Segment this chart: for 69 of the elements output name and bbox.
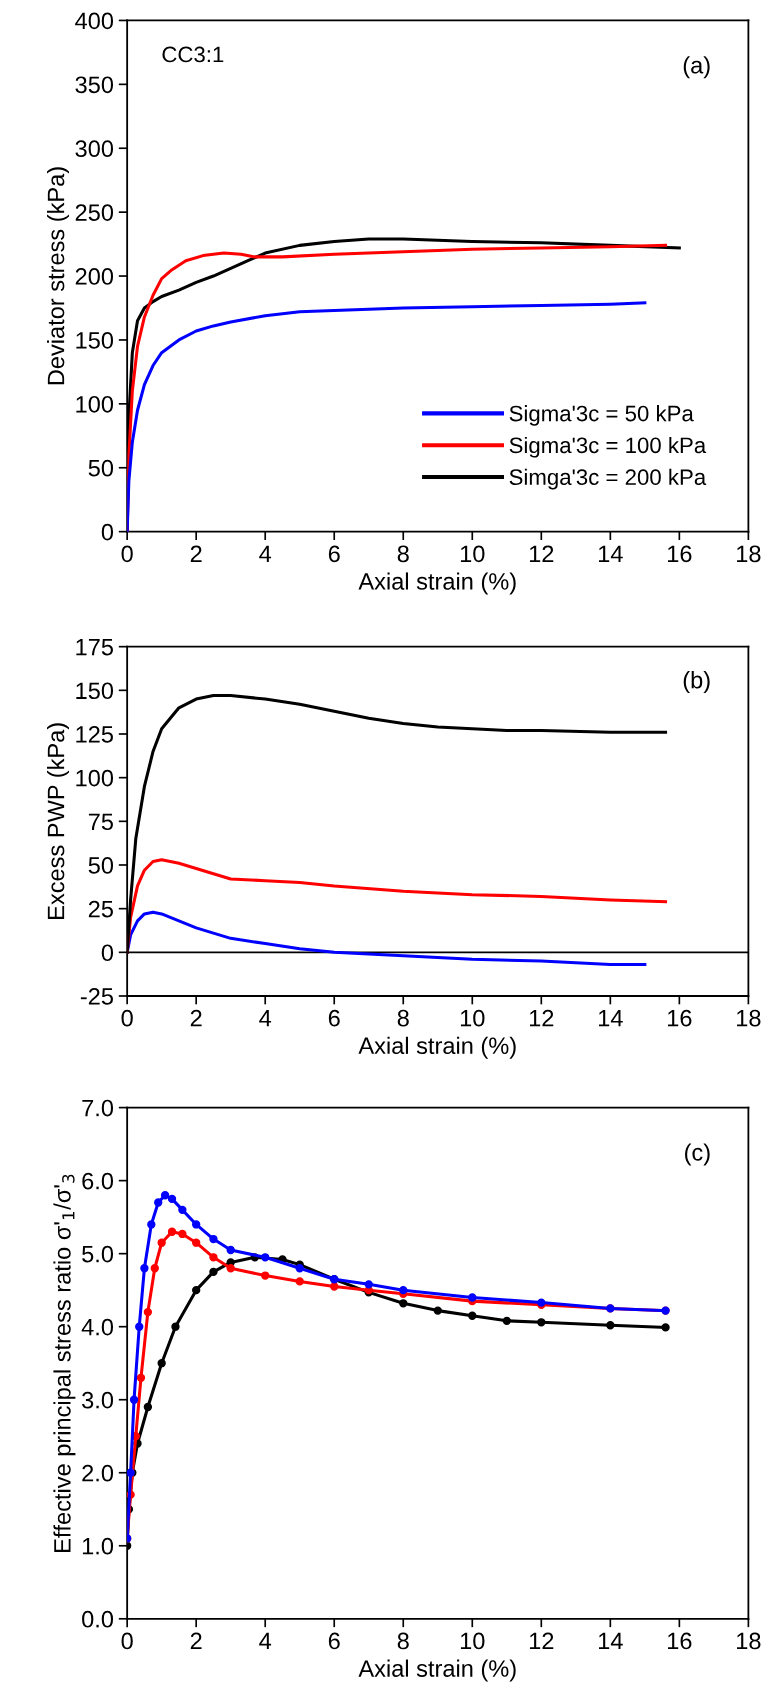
y-tick-label: 150 (76, 682, 114, 700)
y-axis-title: Effective principal stress ratio σ'$_{1}$/σ'$_{3}$ (53, 1174, 76, 1552)
y-tick-label: 0 (101, 944, 114, 962)
y-tick-label: 100 (76, 769, 114, 787)
y-tick-label: 50 (88, 459, 114, 477)
x-tick-label: 18 (737, 1632, 761, 1650)
x-tick-label: 6 (328, 1009, 340, 1027)
x-tick-label: 4 (259, 1632, 272, 1650)
annotation: (a) (683, 56, 710, 79)
y-tick-label: 4.0 (81, 1318, 114, 1336)
x-tick-label: 10 (460, 545, 485, 563)
x-tick-label: 2 (190, 1009, 202, 1027)
y-axis-title: Deviator stress (kPa) (47, 167, 69, 385)
y-tick-label: 250 (75, 204, 114, 221)
y-tick-label: 300 (75, 140, 114, 158)
y-tick-label: 7.0 (82, 1099, 114, 1117)
y-tick-label: 5.0 (82, 1245, 114, 1263)
x-tick-label: 14 (599, 1010, 623, 1027)
x-tick-label: 14 (599, 545, 623, 562)
x-tick-label: 8 (397, 545, 409, 563)
y-tick-label: 175 (76, 638, 113, 656)
x-tick-label: 16 (668, 1009, 692, 1027)
x-tick-label: 16 (668, 545, 692, 563)
annotation: (b) (683, 671, 710, 694)
x-tick-label: 12 (529, 1632, 554, 1650)
legend-label: Sigma'3c = 50 kPa (509, 405, 694, 426)
x-tick-label: 8 (397, 1009, 409, 1027)
y-tick-label: 75 (88, 813, 113, 831)
x-tick-label: 12 (529, 545, 554, 562)
y-tick-label: 1.0 (82, 1537, 114, 1555)
x-tick-label: 16 (668, 1632, 692, 1650)
x-tick-label: 18 (737, 545, 761, 563)
x-tick-label: 18 (737, 1009, 761, 1027)
annotation: (c) (685, 1143, 710, 1166)
y-tick-label: 400 (75, 12, 114, 30)
x-tick-label: 4 (259, 545, 272, 562)
y-tick-label: 2.0 (82, 1464, 114, 1482)
x-tick-label: 8 (397, 1632, 409, 1650)
y-tick-label: 150 (76, 332, 114, 349)
legend-label: Simga'3c = 200 kPa (509, 468, 707, 490)
y-tick-label: 50 (88, 857, 114, 874)
annotation: CC3:1 (162, 46, 224, 63)
y-tick-label: 0.0 (82, 1610, 114, 1628)
x-tick-label: 0 (121, 1009, 133, 1027)
y-axis-title: Excess PWP (kPa) (47, 723, 69, 919)
y-tick-label: 100 (76, 395, 114, 413)
x-tick-label: 2 (190, 545, 202, 562)
y-tick-label: 3.0 (82, 1391, 114, 1409)
legend-label: Sigma'3c = 100 kPa (509, 436, 707, 458)
y-tick-label: 125 (76, 726, 113, 743)
y-tick-label: 0 (101, 523, 114, 541)
y-tick-label: 350 (75, 76, 114, 94)
x-tick-label: 10 (460, 1009, 485, 1027)
x-tick-label: 6 (328, 545, 340, 563)
x-tick-label: 0 (121, 1632, 133, 1650)
y-tick-label: 6.0 (82, 1172, 114, 1190)
x-tick-label: 0 (121, 545, 133, 563)
y-tick-label: -25 (80, 988, 113, 1005)
x-tick-label: 14 (599, 1632, 623, 1650)
x-axis-title: Axial strain (%) (358, 1036, 516, 1059)
y-tick-label: 200 (75, 268, 114, 285)
x-tick-label: 10 (460, 1632, 485, 1650)
x-tick-label: 4 (259, 1010, 272, 1027)
x-tick-label: 12 (529, 1009, 554, 1027)
y-tick-label: 25 (88, 900, 113, 918)
x-axis-title: Axial strain (%) (358, 572, 516, 595)
x-tick-label: 2 (190, 1632, 202, 1650)
x-axis-title: Axial strain (%) (358, 1659, 516, 1682)
x-tick-label: 6 (328, 1632, 340, 1650)
